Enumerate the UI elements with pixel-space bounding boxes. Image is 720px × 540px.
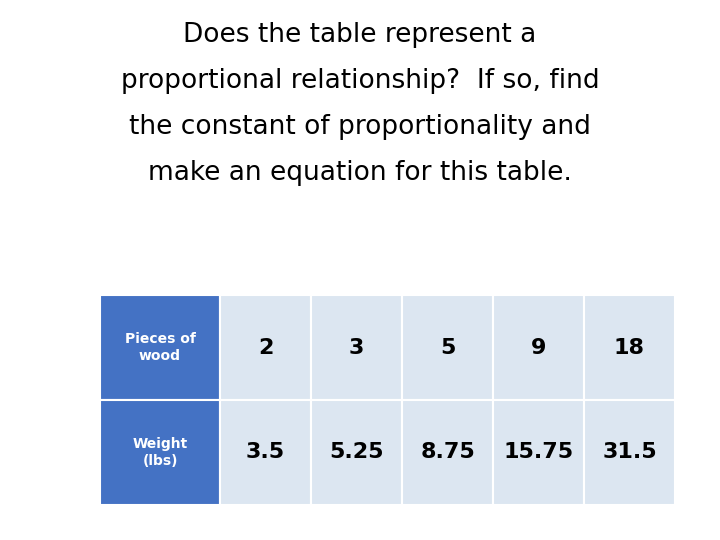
Text: the constant of proportionality and: the constant of proportionality and: [129, 114, 591, 140]
FancyBboxPatch shape: [493, 400, 584, 505]
FancyBboxPatch shape: [402, 295, 493, 400]
Text: 3.5: 3.5: [246, 442, 285, 462]
Text: Pieces of
wood: Pieces of wood: [125, 333, 195, 362]
Text: 18: 18: [614, 338, 645, 357]
FancyBboxPatch shape: [220, 295, 311, 400]
FancyBboxPatch shape: [311, 295, 402, 400]
Text: 5: 5: [440, 338, 455, 357]
Text: proportional relationship?  If so, find: proportional relationship? If so, find: [121, 68, 599, 94]
Text: 9: 9: [531, 338, 546, 357]
Text: 5.25: 5.25: [329, 442, 384, 462]
FancyBboxPatch shape: [220, 400, 311, 505]
Text: make an equation for this table.: make an equation for this table.: [148, 160, 572, 186]
Text: 3: 3: [348, 338, 364, 357]
FancyBboxPatch shape: [493, 295, 584, 400]
Text: 2: 2: [258, 338, 273, 357]
FancyBboxPatch shape: [584, 400, 675, 505]
FancyBboxPatch shape: [100, 295, 220, 400]
Text: Weight
(lbs): Weight (lbs): [132, 437, 188, 468]
Text: 15.75: 15.75: [503, 442, 574, 462]
Text: Does the table represent a: Does the table represent a: [184, 22, 536, 48]
Text: 31.5: 31.5: [602, 442, 657, 462]
FancyBboxPatch shape: [100, 400, 220, 505]
FancyBboxPatch shape: [402, 400, 493, 505]
FancyBboxPatch shape: [584, 295, 675, 400]
Text: 8.75: 8.75: [420, 442, 475, 462]
FancyBboxPatch shape: [311, 400, 402, 505]
